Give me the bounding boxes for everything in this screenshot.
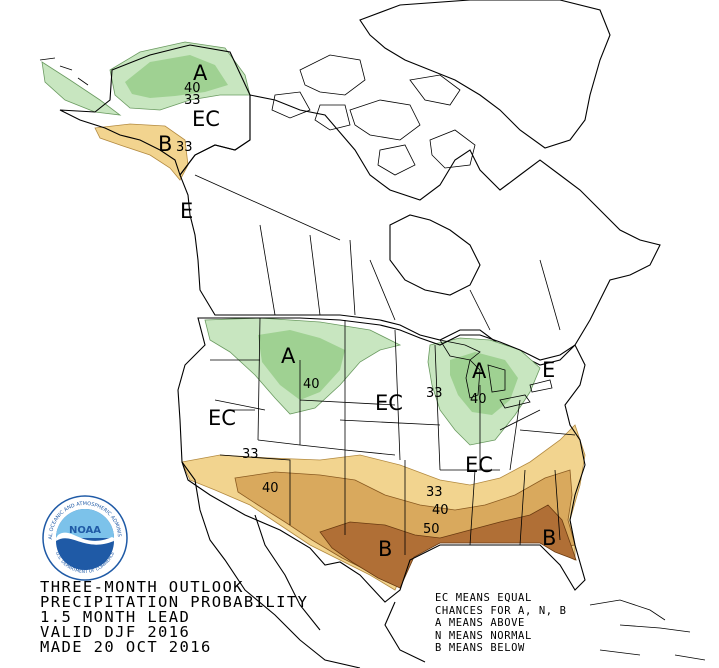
gl-33-label: 33 [426,386,443,401]
caribbean-outline [589,599,706,661]
np-40-label: 40 [303,377,320,392]
great-lakes-outline [439,339,553,409]
mexico-outline [181,461,426,668]
canada-outline [179,94,661,366]
great-lakes-above-40-shading [450,352,518,415]
se-40-label: 40 [432,503,449,518]
south-below-label: B [378,537,392,561]
caption-made: MADE 20 OCT 2016 [40,638,212,656]
alaska-above-label: A [193,61,208,85]
alaska-below-shading [94,123,189,181]
northern-plains-above-40-shading [258,330,345,400]
noaa-logo: NOAA NATIONAL OCEANIC AND ATMOSPHERIC AD… [42,495,128,581]
great-lakes-above-label: A [472,359,487,383]
ak-40-label: 40 [184,81,201,96]
pacific-nw-ec-label: E [180,199,193,223]
gl-40-label: 40 [470,392,487,407]
caption-lead: 1.5 MONTH LEAD [40,608,191,626]
alaska-below-label: B [158,132,172,156]
legend-below: B MEANS BELOW [435,642,525,654]
alaska-above-40-shading [125,55,228,98]
west-ec-label: EC [208,406,236,430]
legend-above: A MEANS ABOVE [435,617,525,629]
arctic-islands-outline [271,54,476,176]
noaa-logo-text: NOAA [69,525,101,536]
se-33-label: 33 [426,485,443,500]
hudson-bay-outline [389,214,481,296]
aleutians-outline [39,57,89,86]
greenland-outline [359,0,611,149]
south-below-50-shading [319,504,577,589]
legend-ec-line1: EC MEANS EQUAL [435,592,532,604]
legend-ec-line2: CHANCES FOR A, N, B [435,604,567,617]
central-ec-label: EC [375,391,403,415]
se-50-label: 50 [423,522,440,537]
alaska-outline [59,44,251,177]
northern-plains-above-label: A [281,344,296,368]
alaska-coast-strip-shading [41,61,122,116]
canada-province-lines [194,95,561,331]
southeast-ec-label: EC [465,453,493,477]
outlook-caption: THREE-MONTH OUTLOOK PRECIPITATION PROBAB… [40,578,309,656]
ak-33-label: 33 [184,93,201,108]
legend-normal: N MEANS NORMAL [435,629,532,642]
legend: EC MEANS EQUAL CHANCES FOR A, N, B A MEA… [435,592,567,655]
caption-valid: VALID DJF 2016 [40,623,191,641]
caption-subtitle: PRECIPITATION PROBABILITY [40,593,309,611]
new-england-ec-label: E [542,358,555,382]
us-state-lines [210,317,576,555]
ak-b-33-label: 33 [176,140,193,155]
southeast-below-label: B [542,526,556,550]
sw-33-label: 33 [242,447,259,462]
caption-title: THREE-MONTH OUTLOOK [40,578,244,596]
sw-40-label: 40 [262,481,279,496]
alaska-ec-label: EC [192,107,220,131]
us-outline [177,317,586,603]
